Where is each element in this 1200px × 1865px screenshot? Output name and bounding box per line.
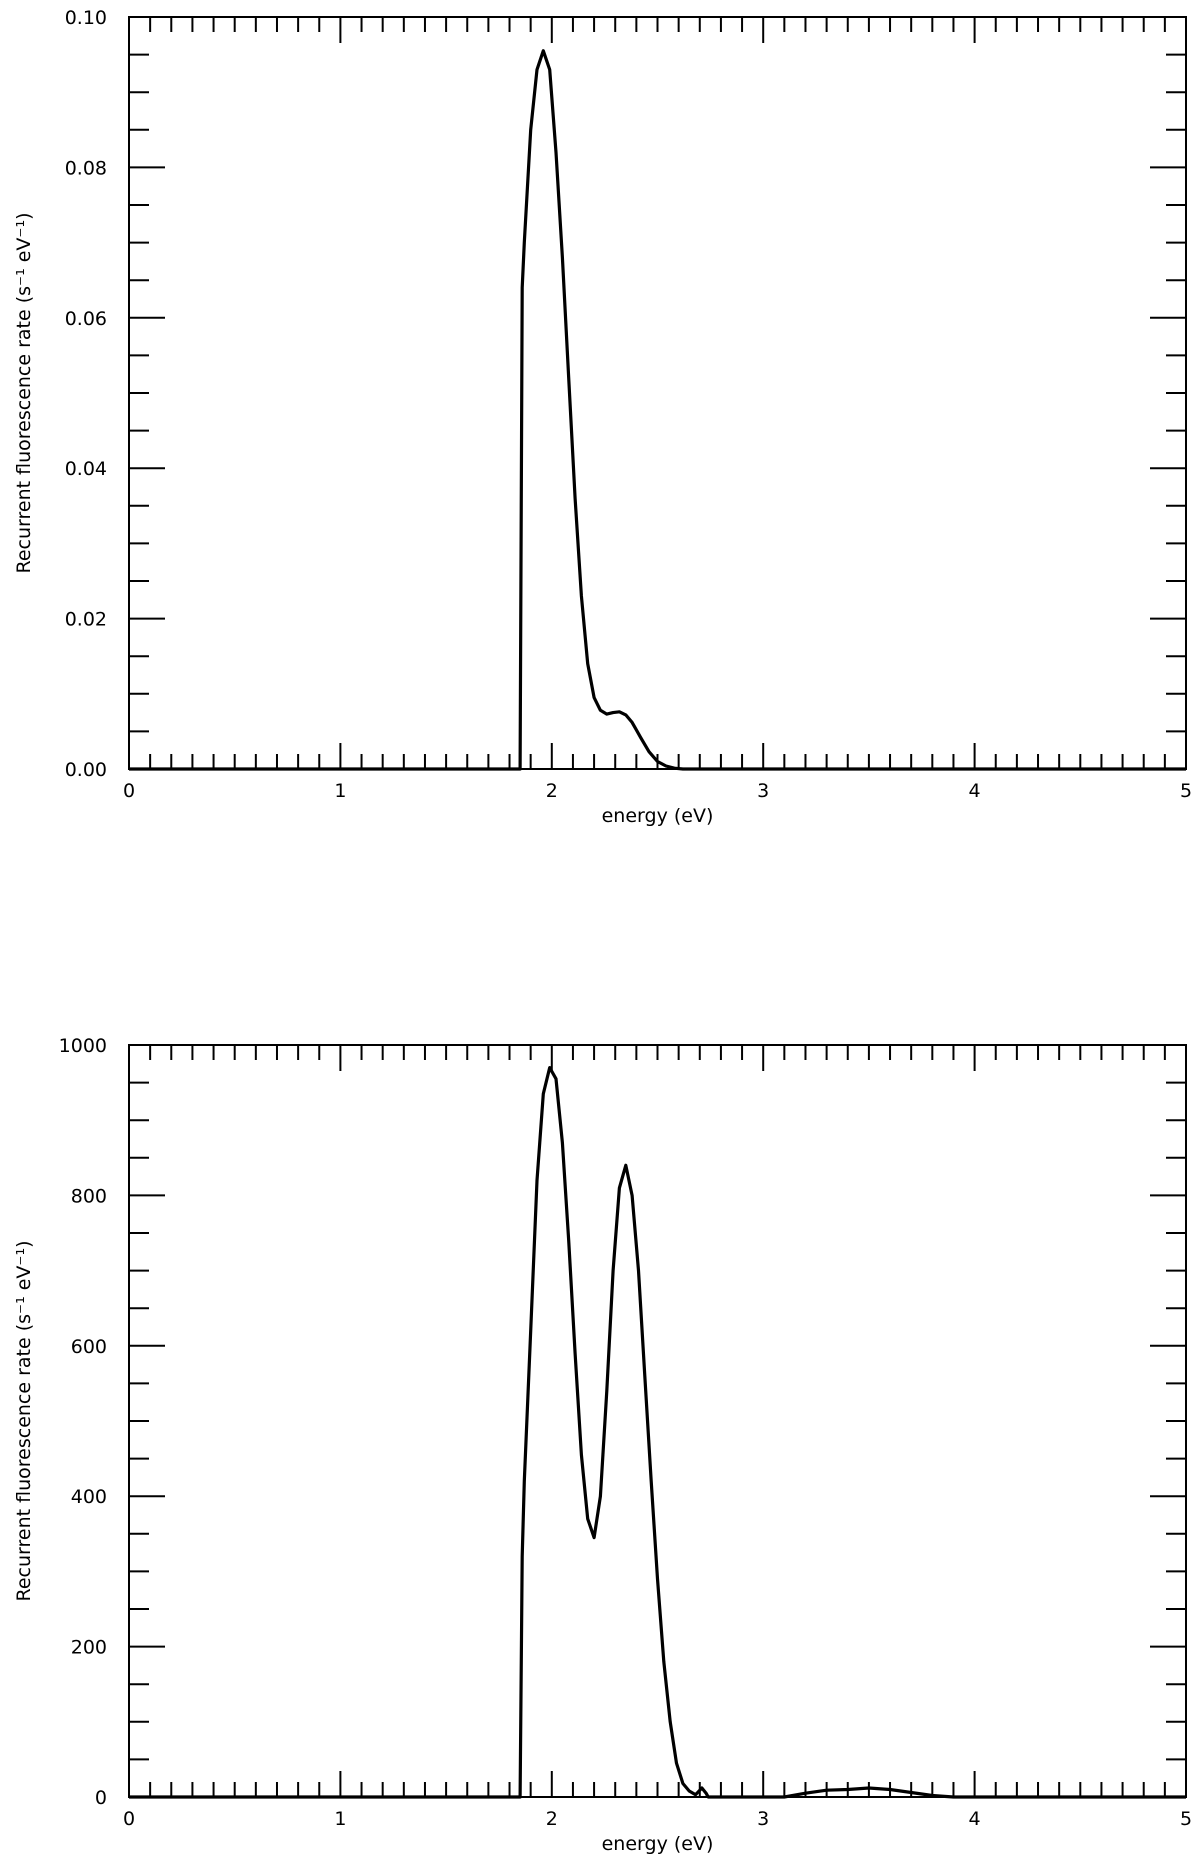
x-tick-label: 3	[757, 780, 769, 802]
x-tick-label: 0	[123, 780, 135, 802]
x-tick-label: 4	[969, 1808, 981, 1830]
x-axis-label: energy (eV)	[602, 805, 714, 827]
x-tick-label: 5	[1180, 1808, 1192, 1830]
plot-frame	[128, 16, 1187, 770]
x-tick-label: 4	[969, 780, 981, 802]
plot-frame	[128, 1044, 1187, 1798]
y-tick-label: 1000	[59, 1035, 107, 1057]
y-tick-label: 800	[71, 1185, 107, 1207]
y-tick-label: 0.04	[65, 458, 107, 480]
x-axis-label: energy (eV)	[602, 1833, 714, 1855]
x-tick-label: 3	[757, 1808, 769, 1830]
y-tick-label: 0.00	[65, 759, 107, 781]
x-tick-label: 2	[546, 780, 558, 802]
x-tick-label: 0	[123, 1808, 135, 1830]
bottom-chart-panel: 0 1 2 3 4 5 0 200 400 600 800 1000 energy (eV) Recurr…	[13, 1035, 1192, 1855]
x-tick-label: 1	[334, 1808, 346, 1830]
y-tick-label: 0	[95, 1787, 107, 1809]
x-tick-label: 2	[546, 1808, 558, 1830]
y-axis-label: Recurrent fluorescence rate (s⁻¹ eV⁻¹)	[13, 1241, 35, 1602]
y-tick-label: 400	[71, 1486, 107, 1508]
top-chart-panel: 0 1 2 3 4 5 0.00 0.02 0.04 0.06 0.08 0.10 energy (eV…	[13, 7, 1192, 827]
y-tick-label: 600	[71, 1336, 107, 1358]
x-tick-label: 1	[334, 780, 346, 802]
series-line	[129, 49, 1186, 771]
y-axis-label: Recurrent fluorescence rate (s⁻¹ eV⁻¹)	[13, 213, 35, 574]
y-tick-label: 0.02	[65, 609, 107, 631]
x-tick-label: 5	[1180, 780, 1192, 802]
y-tick-label: 0.06	[65, 308, 107, 330]
y-tick-label: 0.08	[65, 157, 107, 179]
y-tick-label: 0.10	[65, 7, 107, 29]
series-line	[129, 1066, 1186, 1799]
y-tick-label: 200	[71, 1637, 107, 1659]
